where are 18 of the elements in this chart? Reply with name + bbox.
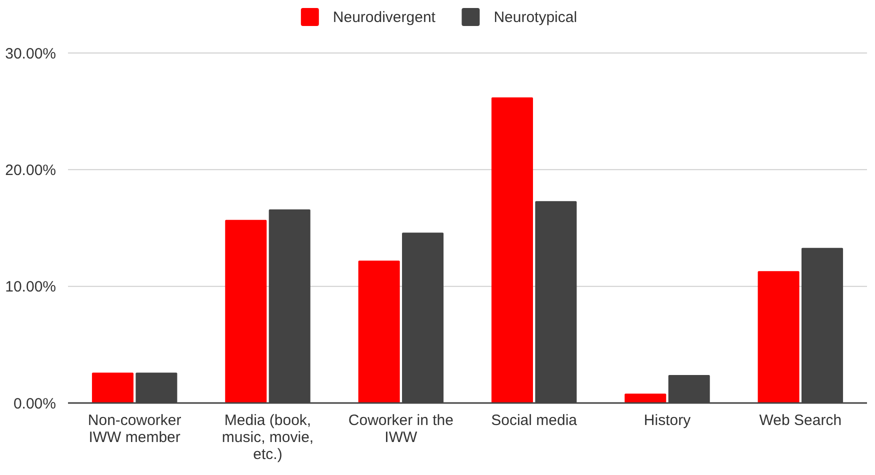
legend-label: Neurodivergent <box>332 9 436 26</box>
bar <box>225 220 267 403</box>
x-tick-label: Coworker in the IWW <box>348 412 454 446</box>
bar <box>491 97 533 403</box>
bar <box>624 394 666 403</box>
x-tick-label: Web Search <box>759 412 842 429</box>
y-tick-label: 0.00% <box>13 395 56 412</box>
bar <box>758 271 800 403</box>
x-tick-label: Social media <box>491 412 578 429</box>
x-tick-label: Non-coworker IWW member <box>88 412 182 446</box>
bar <box>358 260 400 403</box>
legend-label: Neurotypical <box>494 9 578 26</box>
x-tick-label: History <box>644 412 692 429</box>
bar <box>92 372 134 403</box>
y-tick-label: 30.00% <box>5 45 56 62</box>
x-tick-label: Media (book, music, movie, etc.) <box>222 412 314 463</box>
y-tick-label: 10.00% <box>5 278 56 296</box>
y-tick-label: 20.00% <box>5 162 56 179</box>
